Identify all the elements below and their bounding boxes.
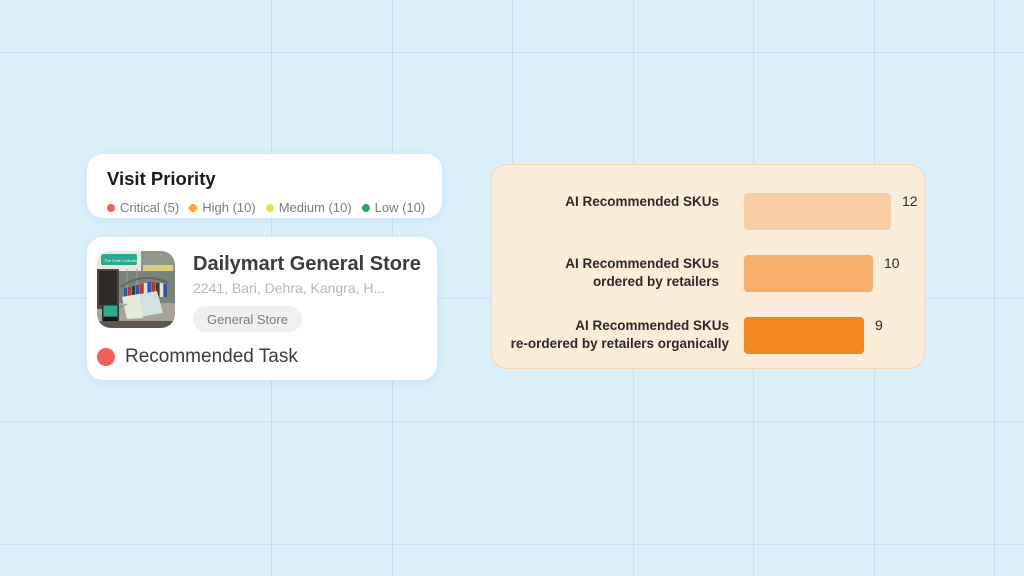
svg-text:The Craft Collection: The Craft Collection [104,258,139,263]
